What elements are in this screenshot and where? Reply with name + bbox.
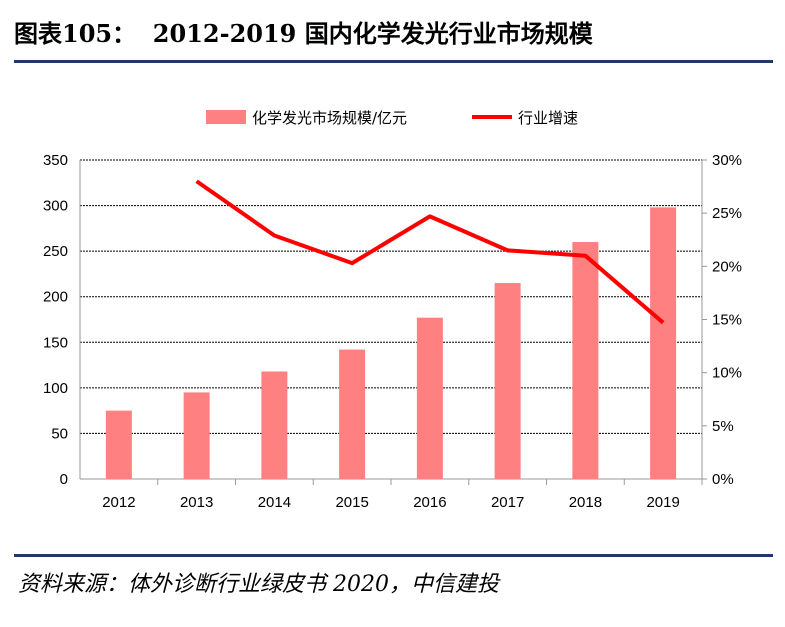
bar-2013 xyxy=(183,392,210,479)
bottom-divider xyxy=(14,554,773,557)
legend-bar-label: 化学发光市场规模/亿元 xyxy=(252,109,407,127)
bar-2019 xyxy=(650,207,677,479)
y-left-tick-label: 300 xyxy=(43,198,68,215)
legend-bar-swatch xyxy=(206,110,246,124)
bar-2012 xyxy=(105,410,132,479)
bar-2015 xyxy=(339,349,366,479)
y-left-tick-label: 200 xyxy=(43,289,68,306)
y-left-tick-label: 150 xyxy=(43,334,68,351)
y-left-tick-label: 350 xyxy=(43,152,68,169)
x-tick-label: 2013 xyxy=(180,494,213,511)
x-tick-label: 2012 xyxy=(102,494,135,511)
y-left-tick-label: 0 xyxy=(60,471,68,488)
x-tick-label: 2018 xyxy=(569,494,602,511)
chart-title: 图表105： 2012-2019 国内化学发光行业市场规模 xyxy=(14,19,593,48)
bar-2018 xyxy=(572,242,599,479)
x-tick-label: 2015 xyxy=(335,494,368,511)
y-right-tick-label: 15% xyxy=(712,312,742,329)
legend-line-label: 行业增速 xyxy=(518,109,578,127)
y-right-tick-label: 25% xyxy=(712,205,742,222)
y-left-tick-label: 250 xyxy=(43,243,68,260)
chart: 0 50 100 150 200 250 300 350 0% 5% 10% 15% 20% 25% 30%… xyxy=(43,109,742,511)
top-divider xyxy=(14,60,773,63)
x-tick-label: 2019 xyxy=(646,494,679,511)
bar-2017 xyxy=(494,283,521,479)
x-tick-label: 2016 xyxy=(413,494,446,511)
y-left-tick-label: 100 xyxy=(43,380,68,397)
x-tick-label: 2017 xyxy=(491,494,524,511)
y-right-tick-label: 0% xyxy=(712,471,734,488)
y-right-tick-label: 30% xyxy=(712,152,742,169)
y-right-tick-label: 20% xyxy=(712,258,742,275)
source-note: 资料来源：体外诊断行业绿皮书 2020，中信建投 xyxy=(18,572,499,597)
y-left-tick-label: 50 xyxy=(51,425,68,442)
bar-2016 xyxy=(416,317,443,479)
bar-2014 xyxy=(261,371,288,479)
y-right-tick-label: 10% xyxy=(712,365,742,382)
x-tick-label: 2014 xyxy=(258,494,291,511)
y-right-tick-label: 5% xyxy=(712,418,734,435)
